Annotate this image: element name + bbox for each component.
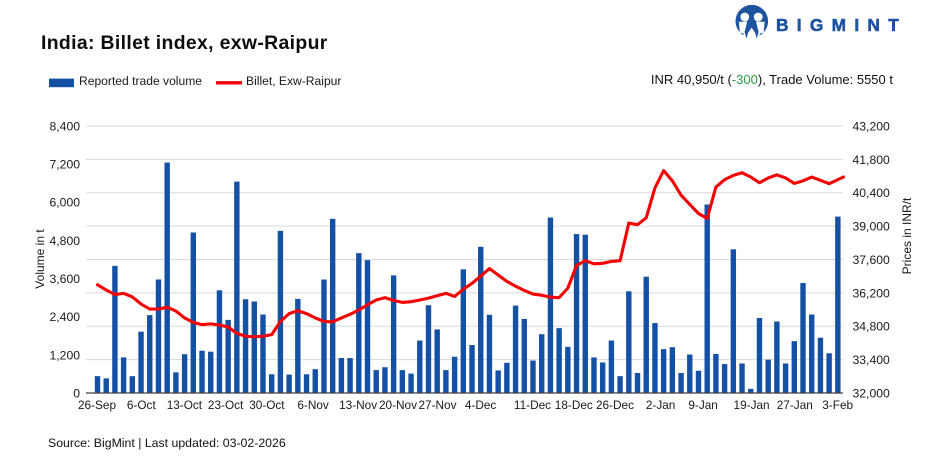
svg-text:40,400: 40,400 bbox=[853, 186, 890, 200]
svg-text:India: Billet index, exw-Raipu: India: Billet index, exw-Raipur bbox=[41, 32, 328, 54]
svg-text:2-Jan: 2-Jan bbox=[646, 398, 676, 412]
svg-text:13-Nov: 13-Nov bbox=[339, 398, 377, 412]
svg-text:23-Oct: 23-Oct bbox=[208, 398, 244, 412]
svg-text:27-Nov: 27-Nov bbox=[418, 398, 456, 412]
svg-text:6-Nov: 6-Nov bbox=[297, 398, 329, 412]
svg-text:7,200: 7,200 bbox=[50, 158, 81, 172]
svg-text:13-Oct: 13-Oct bbox=[167, 398, 203, 412]
svg-text:36,200: 36,200 bbox=[853, 286, 890, 300]
svg-text:30-Oct: 30-Oct bbox=[249, 398, 285, 412]
svg-text:2,400: 2,400 bbox=[50, 310, 81, 324]
svg-text:1,200: 1,200 bbox=[50, 348, 81, 362]
svg-text:4-Dec: 4-Dec bbox=[465, 398, 497, 412]
svg-text:11-Dec: 11-Dec bbox=[514, 398, 551, 412]
svg-text:Billet, Exw-Raipur: Billet, Exw-Raipur bbox=[246, 74, 341, 88]
svg-text:41,800: 41,800 bbox=[853, 153, 890, 167]
svg-text:39,000: 39,000 bbox=[853, 220, 890, 234]
svg-text:Prices in INR/t: Prices in INR/t bbox=[900, 197, 914, 274]
svg-text:27-Jan: 27-Jan bbox=[777, 398, 813, 412]
svg-text:Reported trade volume: Reported trade volume bbox=[79, 74, 202, 88]
svg-text:BIGMINT: BIGMINT bbox=[776, 15, 907, 35]
svg-text:0: 0 bbox=[73, 386, 80, 400]
svg-text:32,000: 32,000 bbox=[853, 386, 890, 400]
svg-text:34,800: 34,800 bbox=[853, 320, 890, 334]
svg-text:Volume in t: Volume in t bbox=[33, 229, 47, 289]
svg-text:33,400: 33,400 bbox=[853, 353, 890, 367]
svg-text:3,600: 3,600 bbox=[50, 272, 81, 286]
svg-text:43,200: 43,200 bbox=[853, 119, 890, 133]
svg-text:37,600: 37,600 bbox=[853, 253, 890, 267]
svg-text:20-Nov: 20-Nov bbox=[379, 398, 417, 412]
svg-text:6,000: 6,000 bbox=[50, 196, 81, 210]
svg-text:4,800: 4,800 bbox=[50, 234, 81, 248]
svg-text:3-Feb: 3-Feb bbox=[822, 398, 853, 412]
svg-text:8,400: 8,400 bbox=[50, 119, 81, 133]
svg-text:INR 40,950/t (-300), Trade Vol: INR 40,950/t (-300), Trade Volume: 5550 … bbox=[651, 72, 893, 87]
svg-text:26-Sep: 26-Sep bbox=[78, 398, 116, 412]
svg-text:Source: BigMint | Last updated: Source: BigMint | Last updated: 03-02-20… bbox=[48, 436, 286, 450]
svg-text:18-Dec: 18-Dec bbox=[555, 398, 593, 412]
svg-text:6-Oct: 6-Oct bbox=[127, 398, 157, 412]
svg-text:9-Jan: 9-Jan bbox=[688, 398, 718, 412]
svg-text:26-Dec: 26-Dec bbox=[596, 398, 634, 412]
svg-text:19-Jan: 19-Jan bbox=[734, 398, 770, 412]
